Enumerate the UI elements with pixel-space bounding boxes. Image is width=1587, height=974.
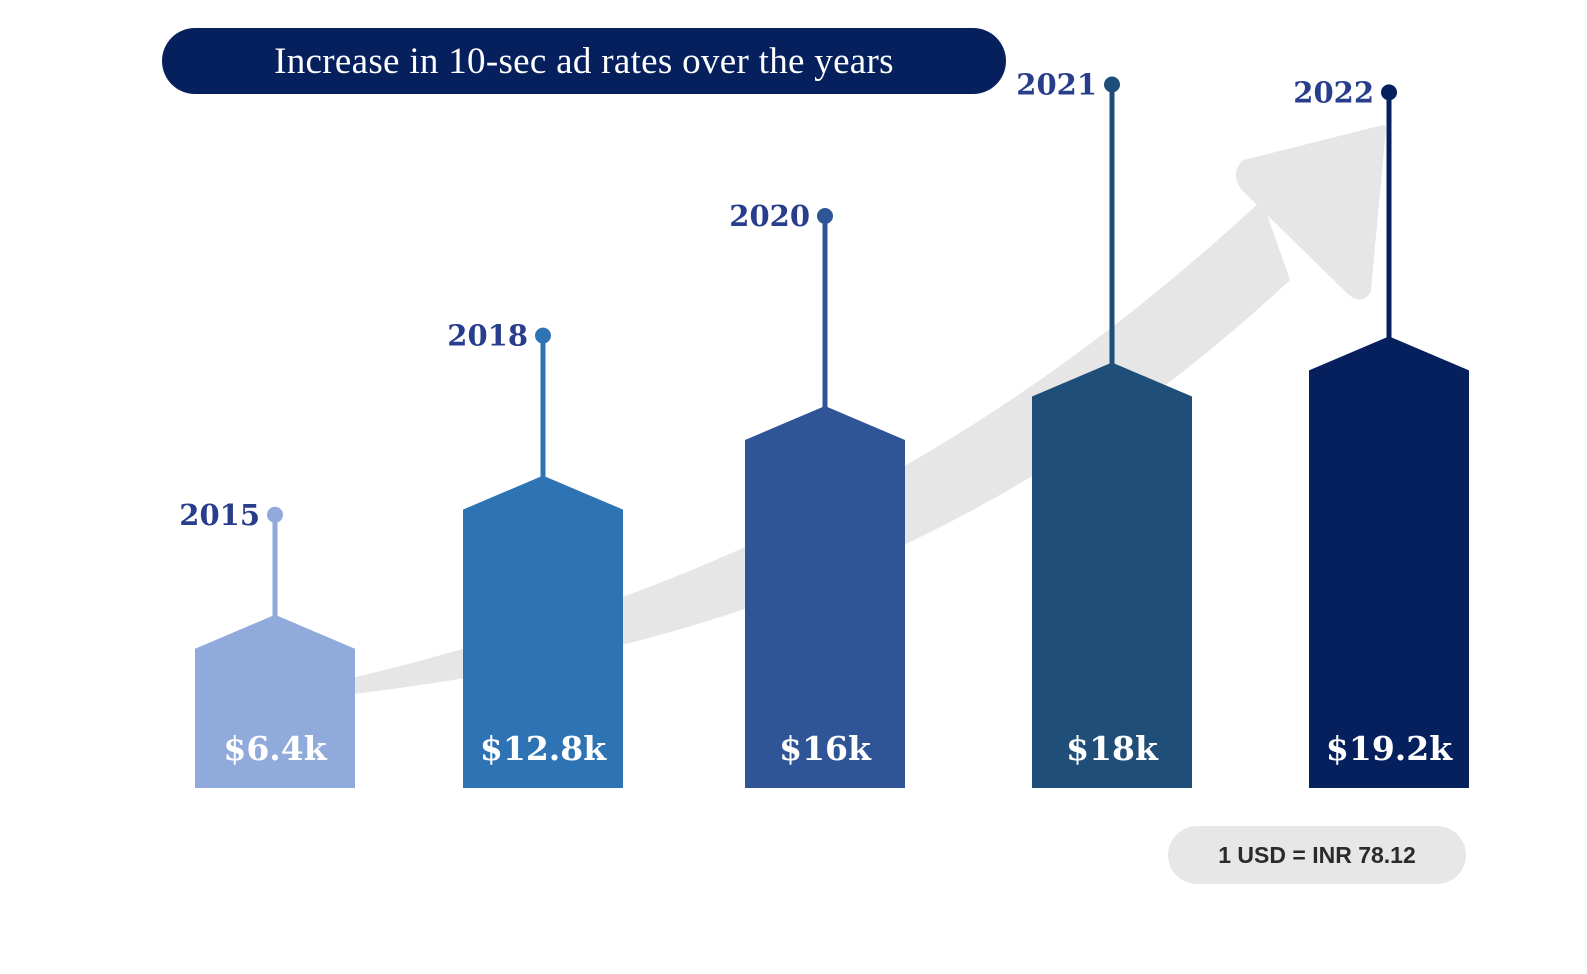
year-label: 2020: [729, 199, 810, 233]
chart-title: Increase in 10-sec ad rates over the yea…: [274, 40, 894, 82]
year-label: 2015: [179, 498, 260, 532]
bar-2021: 2021 $18k: [1016, 68, 1192, 788]
bars-group: 2015 $6.4k 2018 $12.8k 2020 $16k 2021 $18k 2022 $…: [179, 68, 1469, 788]
value-label: $18k: [1066, 729, 1159, 768]
arrow-head: [1236, 125, 1386, 300]
value-label: $6.4k: [223, 729, 327, 768]
bar-2015: 2015 $6.4k: [179, 498, 355, 788]
trend-arrow: [300, 125, 1386, 700]
bar-shape: [1309, 336, 1469, 788]
value-label: $12.8k: [480, 729, 607, 768]
bar-2018: 2018 $12.8k: [447, 319, 623, 788]
title-banner: Increase in 10-sec ad rates over the yea…: [162, 28, 1006, 94]
value-label: $16k: [779, 729, 872, 768]
pin-dot: [535, 327, 551, 344]
currency-note-badge: 1 USD = INR 78.12: [1168, 826, 1466, 884]
bar-shape: [745, 406, 905, 788]
pin-dot: [1381, 84, 1397, 101]
year-label: 2021: [1016, 68, 1097, 102]
bar-2022: 2022 $19.2k: [1293, 75, 1469, 788]
bar-2020: 2020 $16k: [729, 199, 905, 788]
value-label: $19.2k: [1326, 729, 1453, 768]
pin-dot: [817, 208, 833, 224]
year-label: 2018: [447, 319, 528, 353]
bar-shape: [1032, 362, 1192, 788]
pin-dot: [1104, 76, 1120, 93]
bar-shape: [463, 475, 623, 788]
bar-shape: [195, 614, 355, 788]
currency-note: 1 USD = INR 78.12: [1218, 841, 1416, 868]
pin-dot: [267, 506, 283, 523]
year-label: 2022: [1293, 75, 1374, 109]
